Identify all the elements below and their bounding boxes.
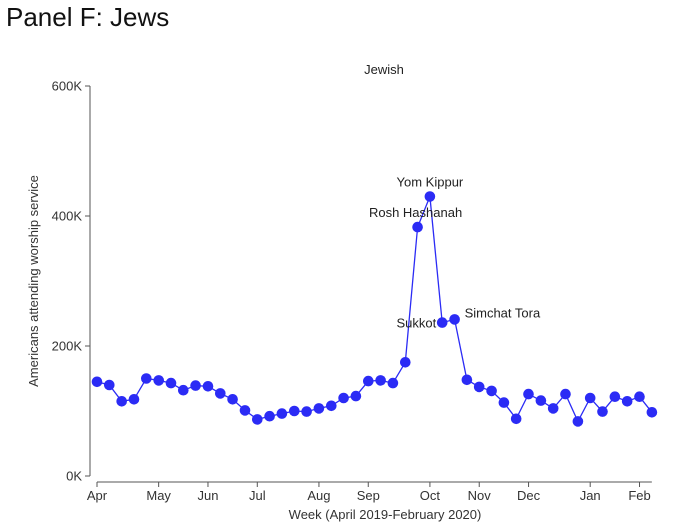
data-point [326, 400, 337, 412]
data-point [634, 391, 645, 403]
x-tick-label: Sep [357, 488, 380, 503]
data-point [190, 380, 201, 391]
data-point [400, 357, 411, 368]
data-point [264, 410, 275, 422]
x-tick-label: May [146, 488, 171, 503]
data-point [461, 374, 473, 386]
plot-area: Yom Kippur Rosh Hashanah Sukkot Simchat Tor… [91, 175, 658, 427]
axes: 0K 200K 400K 600K Apr May Jun Jul Aug Sep Oct Nov De… [52, 79, 652, 503]
data-point [646, 407, 658, 418]
data-point [412, 221, 423, 233]
data-point [91, 376, 103, 388]
annotation-label: Sukkot [396, 316, 436, 331]
data-point [301, 406, 312, 417]
data-point [436, 317, 448, 328]
data-point [104, 379, 115, 391]
data-point [251, 414, 263, 425]
data-point [473, 381, 485, 393]
data-point [215, 388, 226, 399]
data-point [141, 373, 152, 384]
data-point [449, 314, 460, 325]
x-tick-label: Apr [87, 488, 108, 503]
data-point [128, 394, 140, 405]
x-tick-label: Jul [249, 488, 266, 503]
data-point [597, 406, 608, 417]
annotation-label: Yom Kippur [397, 175, 464, 190]
y-tick-label: 400K [52, 209, 83, 224]
y-axis-label: Americans attending worship service [26, 175, 41, 387]
data-point [153, 375, 164, 386]
data-point [178, 384, 189, 396]
data-point [609, 391, 621, 403]
data-point [387, 377, 399, 389]
data-point [350, 390, 362, 402]
data-point [313, 403, 325, 414]
x-axis-label: Week (April 2019-February 2020) [289, 507, 482, 522]
data-point [584, 392, 596, 404]
y-tick-label: 600K [52, 79, 83, 94]
x-tick-label: Dec [517, 488, 541, 503]
data-point [523, 388, 534, 400]
x-tick-label: Feb [628, 488, 650, 503]
data-point [510, 413, 522, 425]
x-tick-label: Nov [468, 488, 492, 503]
data-point [572, 416, 584, 427]
data-point [486, 385, 497, 397]
y-tick-label: 200K [52, 339, 83, 354]
y-tick-label: 0K [66, 469, 82, 484]
data-point [239, 405, 251, 416]
data-point [424, 191, 436, 202]
x-tick-label: Aug [307, 488, 330, 503]
data-point [227, 394, 238, 405]
data-point [116, 396, 127, 407]
data-point [202, 381, 214, 392]
data-point [363, 375, 374, 387]
x-tick-label: Oct [420, 488, 441, 503]
annotation-label: Simchat Tora [465, 305, 541, 320]
data-point [338, 392, 349, 404]
data-point [547, 403, 559, 414]
series-line [96, 196, 653, 423]
data-point [535, 395, 547, 406]
data-point [289, 405, 300, 417]
x-tick-label: Jan [580, 488, 601, 503]
data-point [276, 408, 288, 419]
panel-title: Panel F: Jews [6, 2, 170, 32]
data-point [375, 375, 386, 386]
data-point [621, 396, 633, 407]
chart-title: Jewish [364, 62, 404, 77]
data-point [498, 397, 510, 408]
annotation-label: Rosh Hashanah [369, 205, 462, 220]
data-point [560, 388, 571, 400]
x-tick-label: Jun [197, 488, 218, 503]
data-point [165, 377, 177, 389]
